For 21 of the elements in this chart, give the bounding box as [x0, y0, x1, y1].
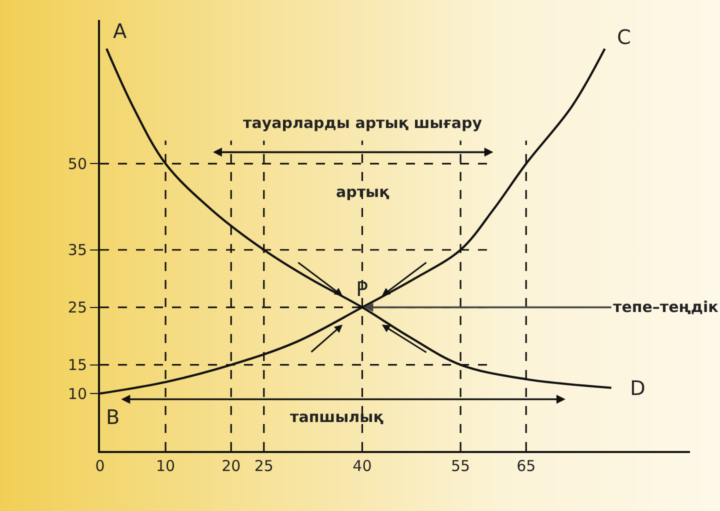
annotation: B: [106, 405, 120, 429]
x-tick-label: 55: [451, 457, 470, 475]
annotation: тауарларды артық шығару: [243, 114, 482, 132]
annotation: P: [356, 277, 368, 301]
annotation: C: [617, 25, 631, 49]
annotation: A: [113, 19, 127, 43]
y-tick-label: 50: [68, 154, 87, 173]
x-tick-label: 0: [95, 457, 105, 475]
x-tick-label: 20: [222, 457, 241, 475]
annotation: артық: [336, 183, 390, 201]
x-tick-label: 25: [254, 457, 274, 475]
annotation: D: [630, 376, 646, 400]
y-tick-label: 35: [68, 241, 87, 260]
y-tick-label: 10: [68, 384, 87, 403]
annotation: тапшылық: [290, 408, 384, 426]
y-tick-label: 25: [68, 298, 87, 317]
annotation: тепе–теңдік: [613, 298, 718, 316]
x-tick-label: 10: [156, 457, 176, 475]
x-tick-label: 65: [516, 457, 536, 475]
x-tick-label: 40: [352, 457, 372, 475]
y-tick-label: 15: [68, 356, 87, 374]
